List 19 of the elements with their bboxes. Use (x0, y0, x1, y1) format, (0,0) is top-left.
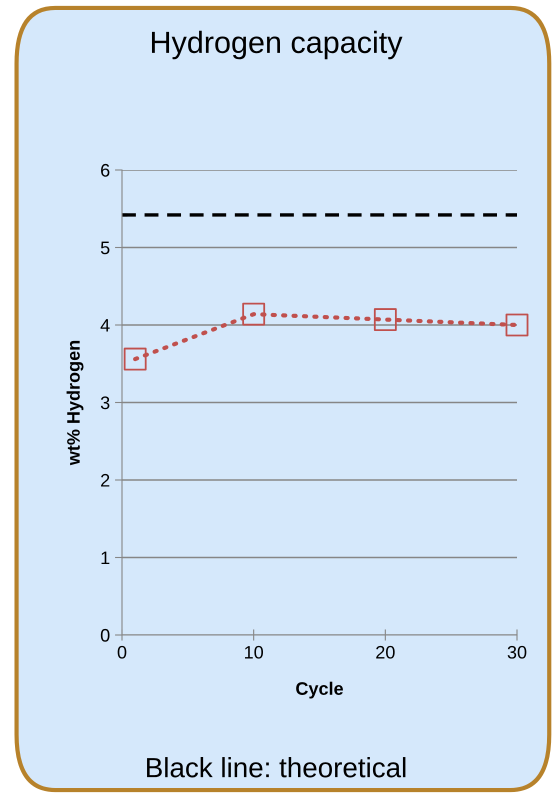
x-tick-label: 20 (376, 646, 395, 659)
point (374, 308, 397, 332)
point (124, 348, 147, 371)
point (242, 302, 266, 326)
x-tick-label: 0 (118, 646, 126, 659)
y-tick-label: 3 (100, 396, 110, 410)
point (506, 314, 528, 336)
x-axis-title: Cycle (296, 682, 343, 699)
y-tick-label: 2 (101, 474, 110, 487)
y-tick-label: 6 (101, 164, 110, 177)
y-tick-label: 1 (102, 552, 110, 564)
y-axis-title: wt% Hydrogen (66, 340, 84, 466)
y-tick-label: 0 (100, 628, 110, 642)
y-tick-label: 5 (100, 242, 110, 254)
x-tick-label: 30 (508, 646, 526, 659)
y-tick-label: 4 (100, 319, 110, 332)
x-tick-label: 10 (245, 646, 264, 659)
chart-title: Hydrogen capacity (152, 30, 402, 60)
text: Black line: theoretical (147, 757, 406, 778)
